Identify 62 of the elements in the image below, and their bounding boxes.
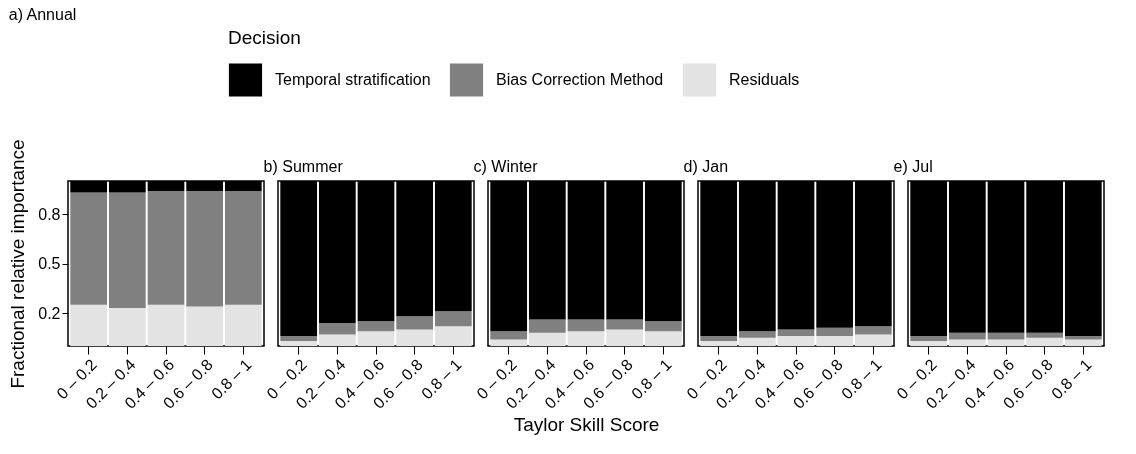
bar xyxy=(987,339,1025,346)
bar xyxy=(490,339,528,346)
bar xyxy=(1064,336,1102,340)
bar xyxy=(224,304,262,346)
bar xyxy=(644,331,682,346)
y-axis-title: Fractional relative importance xyxy=(7,139,29,389)
bar xyxy=(738,337,776,346)
y-tick-label: 0.8 xyxy=(38,205,61,223)
bar xyxy=(396,329,434,346)
bar xyxy=(70,304,108,346)
bar xyxy=(777,336,815,346)
bar xyxy=(280,336,318,342)
chart-title: c) Winter xyxy=(473,158,539,175)
bar xyxy=(357,331,395,346)
bar xyxy=(224,190,262,305)
legend-label: Temporal stratification xyxy=(275,70,431,88)
bar xyxy=(396,316,434,330)
y-tick-label: 0.2 xyxy=(38,304,61,322)
bar xyxy=(816,336,854,346)
chart-title: b) Summer xyxy=(263,158,344,175)
bar xyxy=(738,331,776,338)
bar xyxy=(490,331,528,340)
bar xyxy=(1026,337,1064,346)
chart-title: d) Jan xyxy=(683,158,729,175)
x-axis-title: Taylor Skill Score xyxy=(513,413,660,435)
legend-title: Decision xyxy=(228,27,301,48)
bar xyxy=(108,192,146,309)
bar xyxy=(854,334,892,346)
bar xyxy=(910,336,948,342)
bar xyxy=(910,341,948,346)
bar xyxy=(567,331,605,346)
bar xyxy=(1026,332,1064,338)
bar xyxy=(606,319,644,330)
bar xyxy=(318,322,356,335)
bar xyxy=(816,327,854,337)
bar xyxy=(567,319,605,332)
bar xyxy=(147,190,185,305)
bar xyxy=(280,341,318,346)
chart-title: a) Annual xyxy=(8,6,77,23)
bar xyxy=(70,192,108,305)
bar xyxy=(606,329,644,346)
bar xyxy=(700,336,738,342)
bar xyxy=(1064,339,1102,346)
bar xyxy=(528,319,566,333)
bar xyxy=(948,332,986,340)
bar xyxy=(528,332,566,346)
bar xyxy=(434,311,472,327)
bar xyxy=(147,304,185,346)
bar xyxy=(186,306,224,346)
bar xyxy=(948,339,986,346)
bar xyxy=(854,326,892,335)
bar xyxy=(644,321,682,332)
chart-title: e) Jul xyxy=(893,158,933,175)
bar xyxy=(108,308,146,346)
bar xyxy=(357,321,395,332)
legend-label: Bias Correction Method xyxy=(496,70,664,88)
bar xyxy=(318,334,356,346)
bar xyxy=(186,190,224,307)
y-tick-label: 0.5 xyxy=(38,255,61,272)
legend-label: Residuals xyxy=(729,70,800,88)
bar xyxy=(434,326,472,346)
bar xyxy=(700,341,738,346)
